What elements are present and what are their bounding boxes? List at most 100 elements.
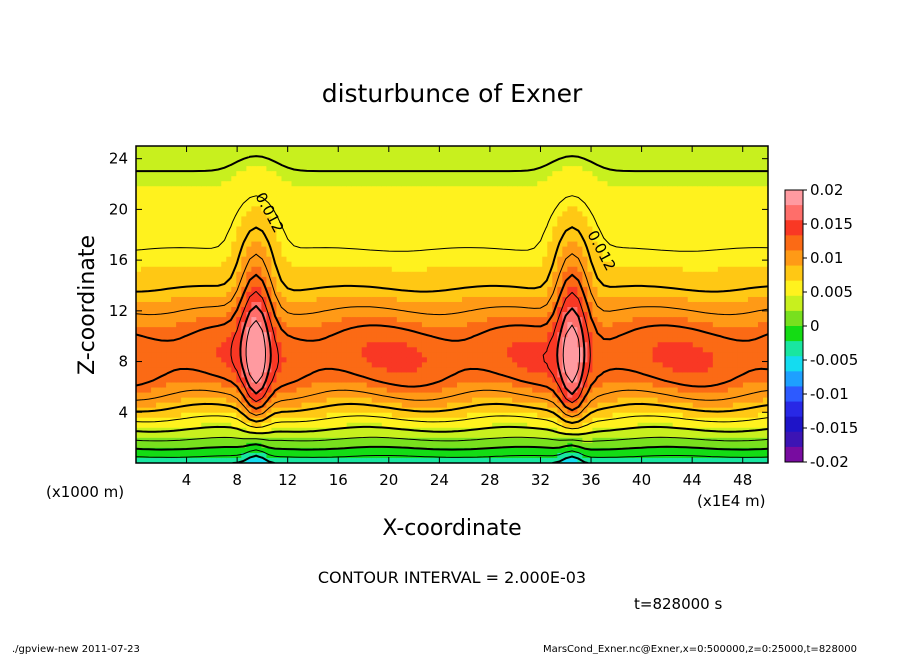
heatmap-cell	[306, 201, 313, 207]
heatmap-cell	[386, 402, 393, 409]
heatmap-cell	[156, 241, 162, 248]
heatmap-cell	[336, 432, 343, 439]
heatmap-cell	[482, 146, 488, 152]
heatmap-cell	[151, 392, 157, 399]
heatmap-cell	[416, 367, 423, 374]
heatmap-cell	[467, 457, 473, 463]
heatmap-cell	[181, 146, 187, 152]
heatmap-cell	[231, 211, 237, 218]
heatmap-cell	[316, 231, 323, 238]
heatmap-cell	[457, 392, 463, 399]
heatmap-cell	[251, 166, 257, 172]
heatmap-cell	[216, 362, 222, 368]
heatmap-cell	[497, 191, 503, 197]
heatmap-cell	[291, 372, 298, 379]
heatmap-cell	[296, 241, 303, 248]
heatmap-cell	[156, 226, 162, 233]
heatmap-cell	[426, 256, 433, 263]
heatmap-cell	[296, 151, 303, 157]
heatmap-cell	[301, 236, 308, 243]
heatmap-cell	[517, 236, 523, 243]
heatmap-cell	[271, 327, 278, 333]
heatmap-cell	[462, 201, 468, 207]
heatmap-cell	[246, 357, 252, 363]
heatmap-cell	[426, 417, 433, 424]
heatmap-cell	[166, 151, 172, 157]
heatmap-cell	[206, 241, 212, 248]
heatmap-cell	[512, 251, 518, 258]
heatmap-cell	[426, 307, 433, 313]
heatmap-cell	[386, 362, 393, 368]
heatmap-cell	[266, 457, 273, 463]
heatmap-cell	[196, 261, 202, 268]
heatmap-cell	[296, 387, 303, 394]
heatmap-cell	[366, 427, 373, 434]
heatmap-cell	[256, 261, 262, 268]
heatmap-cell	[416, 301, 423, 308]
heatmap-cell	[296, 422, 303, 429]
heatmap-cell	[321, 337, 328, 343]
heatmap-cell	[386, 372, 393, 379]
heatmap-cell	[341, 226, 348, 233]
heatmap-cell	[416, 432, 423, 439]
heatmap-cell	[376, 201, 383, 207]
heatmap-cell	[431, 281, 438, 288]
heatmap-cell	[341, 402, 348, 409]
heatmap-cell	[231, 372, 237, 379]
heatmap-cell	[241, 246, 247, 253]
heatmap-cell	[216, 417, 222, 424]
heatmap-cell	[391, 191, 398, 197]
heatmap-cell	[241, 347, 247, 353]
heatmap-cell	[361, 357, 368, 363]
heatmap-cell	[426, 367, 433, 374]
heatmap-cell	[351, 442, 358, 449]
heatmap-cell	[256, 191, 262, 197]
heatmap-cell	[271, 231, 278, 238]
heatmap-cell	[502, 161, 508, 167]
heatmap-cell	[356, 166, 363, 172]
heatmap-cell	[181, 397, 187, 404]
heatmap-cell	[502, 397, 508, 404]
heatmap-cell	[457, 387, 463, 394]
heatmap-cell	[141, 412, 147, 419]
heatmap-cell	[146, 427, 152, 434]
heatmap-cell	[346, 236, 353, 243]
heatmap-cell	[406, 301, 413, 308]
heatmap-cell	[487, 276, 493, 283]
heatmap-cell	[236, 342, 242, 348]
heatmap-cell	[351, 231, 358, 238]
heatmap-cell	[462, 322, 468, 328]
heatmap-cell	[266, 432, 273, 439]
heatmap-cell	[231, 397, 237, 404]
heatmap-cell	[441, 427, 448, 434]
heatmap-cell	[472, 156, 478, 162]
heatmap-cell	[502, 417, 508, 424]
heatmap-cell	[477, 337, 483, 343]
heatmap-cell	[467, 291, 473, 298]
heatmap-cell	[236, 347, 242, 353]
heatmap-cell	[467, 352, 473, 358]
heatmap-cell	[346, 176, 353, 182]
heatmap-cell	[336, 437, 343, 444]
heatmap-cell	[281, 317, 288, 323]
heatmap-cell	[176, 377, 182, 384]
heatmap-cell	[251, 301, 257, 308]
heatmap-cell	[266, 251, 273, 258]
heatmap-cell	[401, 261, 408, 268]
heatmap-cell	[482, 312, 488, 318]
heatmap-cell	[221, 246, 227, 253]
heatmap-cell	[497, 337, 503, 343]
heatmap-cell	[201, 196, 207, 202]
heatmap-cell	[472, 256, 478, 263]
heatmap-cell	[216, 211, 222, 218]
heatmap-cell	[176, 296, 182, 303]
heatmap-cell	[196, 161, 202, 167]
heatmap-cell	[241, 201, 247, 207]
heatmap-cell	[356, 176, 363, 182]
heatmap-cell	[472, 246, 478, 253]
heatmap-cell	[306, 186, 313, 192]
heatmap-cell	[416, 201, 423, 207]
heatmap-cell	[361, 276, 368, 283]
heatmap-cell	[351, 397, 358, 404]
heatmap-cell	[376, 447, 383, 454]
